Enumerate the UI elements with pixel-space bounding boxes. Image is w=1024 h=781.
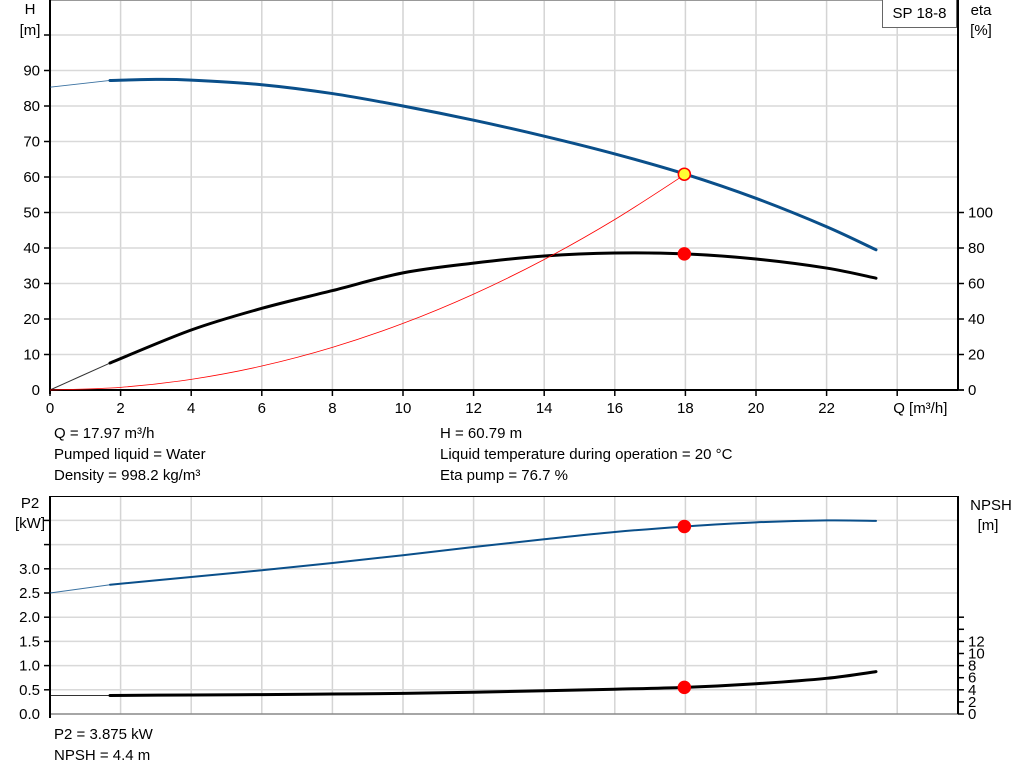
y-tick-label-left: 60	[23, 169, 40, 186]
y-tick-label-left: 20	[23, 311, 40, 328]
y-tick-label-left: 80	[23, 98, 40, 115]
flow-readout: Q = 17.97 m³/h	[54, 425, 155, 442]
pumped-liquid-readout: Pumped liquid = Water	[54, 446, 206, 463]
y-axis-right-title: NPSH	[970, 497, 1012, 514]
y-tick-label-right: 6	[968, 670, 976, 687]
info-left-top: Q = 17.97 m³/h Pumped liquid = Water Den…	[54, 423, 206, 486]
y-tick-label-left: 40	[23, 240, 40, 257]
y-tick-label-left: 90	[23, 63, 40, 80]
y-tick-label-right: 80	[968, 240, 985, 257]
operating-point-marker	[677, 680, 692, 695]
y-tick-label-right: 20	[968, 347, 985, 364]
y-tick-label-left: 30	[23, 276, 40, 293]
y-tick-label-left: 50	[23, 205, 40, 222]
y-tick-label-right: 40	[968, 311, 985, 328]
series-p2-line-extrapolated	[49, 584, 111, 594]
series-npsh-line	[108, 670, 878, 698]
operating-point-marker	[677, 167, 692, 181]
y-tick-label-right: 2	[968, 694, 976, 711]
x-tick-label: 8	[328, 400, 336, 417]
y-tick-label-left: 0.5	[19, 682, 40, 699]
y-tick-label-right: 100	[968, 205, 993, 222]
y-tick-label-right: 0	[968, 706, 976, 723]
y-tick-label-left: 2.0	[19, 609, 40, 626]
operating-point-marker	[677, 519, 692, 534]
y-axis-left-unit: [m]	[20, 22, 41, 39]
operating-point-marker	[677, 247, 692, 261]
x-tick-label: 12	[465, 400, 482, 417]
x-tick-label: 4	[187, 400, 195, 417]
y-tick-label-right: 12	[968, 633, 985, 650]
p2-readout: P2 = 3.875 kW	[54, 726, 153, 743]
x-tick-label: 6	[258, 400, 266, 417]
y-tick-label-left: 70	[23, 134, 40, 151]
y-tick-label-right: 10	[968, 646, 985, 663]
x-tick-label: 14	[536, 400, 553, 417]
y-axis-left-title: H	[25, 1, 36, 18]
y-tick-label-left: 2.5	[19, 585, 40, 602]
series-eta-line	[108, 251, 878, 365]
eta-readout: Eta pump = 76.7 %	[440, 467, 568, 484]
temperature-readout: Liquid temperature during operation = 20…	[440, 446, 733, 463]
y-tick-label-left: 0.0	[19, 706, 40, 723]
x-tick-label: 10	[395, 400, 412, 417]
info-right-top: H = 60.79 m Liquid temperature during op…	[440, 423, 732, 486]
series-h-line-extrapolated	[49, 79, 111, 88]
y-tick-label-right: 0	[968, 382, 976, 399]
series-h-line	[108, 77, 878, 252]
x-axis-title: Q [m³/h]	[893, 400, 947, 417]
y-axis-left-unit: [kW]	[15, 515, 45, 532]
y-tick-label-left: 10	[23, 347, 40, 364]
x-tick-label: 16	[606, 400, 623, 417]
x-tick-label: 22	[818, 400, 835, 417]
y-tick-label-right: 4	[968, 682, 976, 699]
series-system-line	[49, 173, 686, 391]
x-tick-label: 20	[748, 400, 765, 417]
x-tick-label: 0	[46, 400, 54, 417]
info-bottom: P2 = 3.875 kW NPSH = 4.4 m	[54, 724, 153, 766]
x-tick-label: 2	[116, 400, 124, 417]
y-axis-right-unit: [%]	[970, 22, 992, 39]
density-readout: Density = 998.2 kg/m³	[54, 467, 201, 484]
pump-model-label: SP 18-8	[882, 0, 957, 28]
x-tick-label: 18	[677, 400, 694, 417]
series-p2-line	[109, 519, 878, 586]
y-tick-label-right: 60	[968, 276, 985, 293]
series-eta-line-extrapolated	[49, 362, 111, 391]
y-tick-label-left: 0	[32, 382, 40, 399]
npsh-readout: NPSH = 4.4 m	[54, 747, 151, 764]
y-axis-left-title: P2	[21, 495, 39, 512]
y-axis-right-unit: [m]	[978, 517, 999, 534]
y-tick-label-left: 3.0	[19, 561, 40, 578]
y-tick-label-left: 1.5	[19, 633, 40, 650]
head-readout: H = 60.79 m	[440, 425, 523, 442]
y-axis-right-title: eta	[971, 2, 993, 19]
y-tick-label-left: 1.0	[19, 658, 40, 675]
y-tick-label-right: 8	[968, 658, 976, 675]
